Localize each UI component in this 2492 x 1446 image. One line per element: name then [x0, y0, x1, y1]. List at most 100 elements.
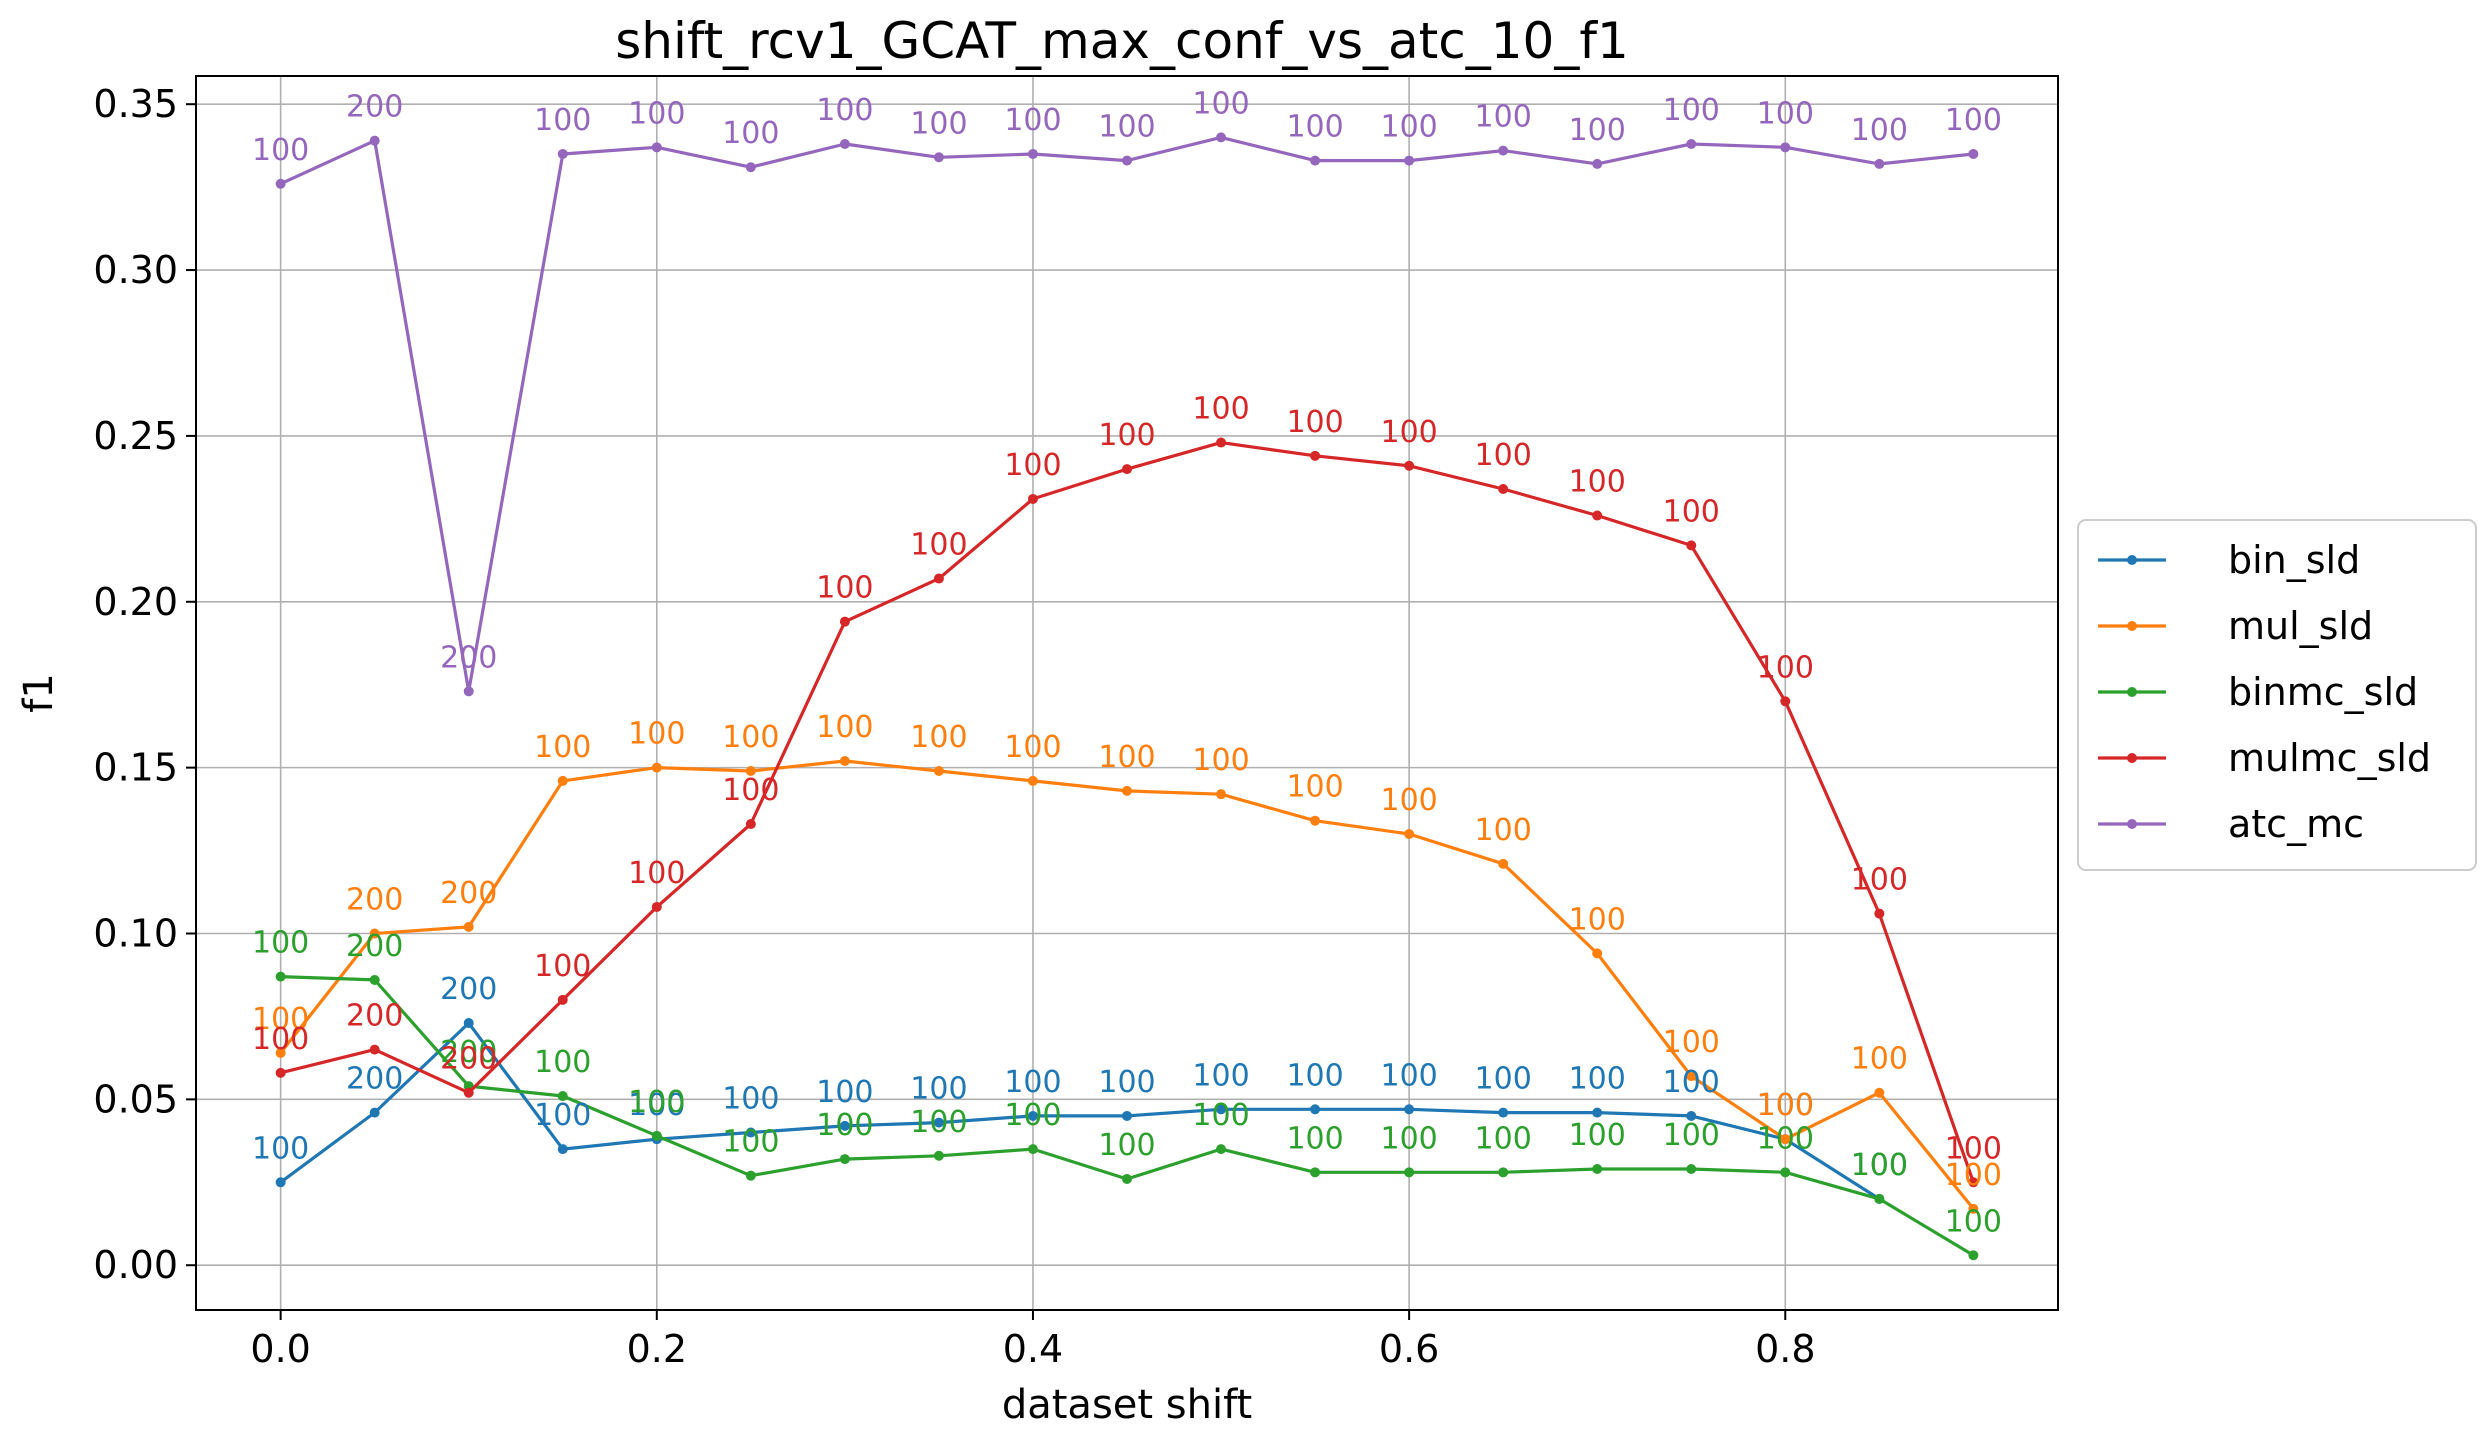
- data-point-binmc_sld: [839, 1154, 850, 1165]
- data-point-mulmc_sld: [1498, 483, 1509, 494]
- data-label-bin_sld: 100: [252, 1131, 309, 1166]
- data-label-atc_mc: 100: [1757, 96, 1814, 131]
- data-label-bin_sld: 100: [1475, 1062, 1532, 1097]
- data-label-bin_sld: 200: [440, 972, 497, 1007]
- data-label-atc_mc: 100: [1192, 86, 1249, 121]
- data-label-bin_sld: 100: [910, 1072, 967, 1107]
- data-label-binmc_sld: 100: [722, 1125, 779, 1160]
- data-label-mulmc_sld: 100: [1663, 494, 1720, 529]
- data-point-mul_sld: [933, 765, 944, 776]
- data-point-mul_sld: [557, 775, 568, 786]
- data-point-atc_mc: [1780, 142, 1791, 153]
- data-label-bin_sld: 100: [1004, 1065, 1061, 1100]
- data-label-bin_sld: 100: [722, 1082, 779, 1117]
- data-point-mulmc_sld: [1027, 493, 1038, 504]
- data-point-atc_mc: [1216, 132, 1227, 143]
- data-point-binmc_sld: [369, 974, 380, 985]
- data-label-binmc_sld: 100: [1475, 1121, 1532, 1156]
- data-label-bin_sld: 100: [1757, 1088, 1814, 1123]
- data-label-atc_mc: 100: [1004, 103, 1061, 138]
- x-tick-label: 0.0: [250, 1327, 310, 1371]
- plot-frame: [195, 75, 2059, 1311]
- legend-label: mulmc_sld: [2228, 736, 2431, 780]
- data-point-atc_mc: [1968, 148, 1979, 159]
- data-label-bin_sld: 100: [1286, 1058, 1343, 1093]
- data-point-mulmc_sld: [1404, 460, 1415, 471]
- data-label-binmc_sld: 100: [1192, 1098, 1249, 1133]
- x-tick-label: 0.6: [1379, 1327, 1439, 1371]
- data-label-bin_sld: 100: [1192, 1058, 1249, 1093]
- data-label-binmc_sld: 200: [440, 1035, 497, 1070]
- y-tick-label: 0.15: [93, 746, 178, 790]
- legend-label: bin_sld: [2228, 538, 2360, 582]
- data-label-atc_mc: 200: [346, 90, 403, 125]
- data-label-mul_sld: 100: [1757, 1088, 1814, 1123]
- legend-swatch-marker: [2127, 819, 2137, 829]
- data-label-mul_sld: 100: [1945, 1158, 2002, 1193]
- legend-item-mulmc_sld: mulmc_sld: [2098, 736, 2431, 780]
- data-label-mulmc_sld: 100: [1192, 392, 1249, 427]
- y-tick-label: 0.00: [93, 1243, 178, 1287]
- data-label-mulmc_sld: 100: [1757, 650, 1814, 685]
- data-label-mulmc_sld: 200: [440, 1042, 497, 1077]
- data-point-mulmc_sld: [463, 1087, 474, 1098]
- data-label-atc_mc: 100: [534, 103, 591, 138]
- data-point-binmc_sld: [275, 971, 286, 982]
- data-point-mul_sld: [463, 921, 474, 932]
- legend-box: [2077, 519, 2477, 871]
- data-label-mul_sld: 100: [722, 720, 779, 755]
- data-point-bin_sld: [1498, 1107, 1509, 1118]
- y-tick-label: 0.10: [93, 911, 178, 955]
- x-axis-label: dataset shift: [1002, 1382, 1252, 1428]
- data-label-binmc_sld: 100: [1380, 1121, 1437, 1156]
- data-point-binmc_sld: [1404, 1167, 1415, 1178]
- y-tick-label: 0.30: [93, 248, 178, 292]
- data-label-atc_mc: 100: [1945, 103, 2002, 138]
- data-label-binmc_sld: 100: [252, 926, 309, 961]
- data-point-mulmc_sld: [1216, 437, 1227, 448]
- data-label-bin_sld: 100: [1098, 1065, 1155, 1100]
- data-label-binmc_sld: 100: [534, 1045, 591, 1080]
- data-label-atc_mc: 100: [1286, 110, 1343, 145]
- data-point-mulmc_sld: [1122, 464, 1132, 475]
- data-label-mulmc_sld: 100: [534, 949, 591, 984]
- data-label-bin_sld: 100: [628, 1088, 685, 1123]
- data-point-mulmc_sld: [651, 901, 662, 912]
- data-label-mul_sld: 100: [534, 730, 591, 765]
- data-point-atc_mc: [1874, 158, 1885, 169]
- data-point-atc_mc: [1686, 139, 1697, 150]
- data-point-mulmc_sld: [1686, 540, 1697, 551]
- data-label-mul_sld: 100: [628, 717, 685, 752]
- data-label-mul_sld: 100: [1004, 730, 1061, 765]
- data-point-mul_sld: [275, 1047, 286, 1058]
- y-axis-label: f1: [16, 673, 62, 713]
- data-point-bin_sld: [1404, 1104, 1415, 1115]
- data-label-binmc_sld: 100: [1663, 1118, 1720, 1153]
- legend: bin_sld mul_sld binmc_sld mulmc_sld atc_mc: [2077, 519, 2477, 871]
- data-label-atc_mc: 100: [628, 96, 685, 131]
- data-label-mul_sld: 100: [816, 710, 873, 745]
- x-tick-label: 0.2: [627, 1327, 687, 1371]
- data-label-bin_sld: 100: [816, 1075, 873, 1110]
- data-label-mul_sld: 100: [252, 1002, 309, 1037]
- data-label-binmc_sld: 100: [1004, 1098, 1061, 1133]
- x-tick-label: 0.8: [1755, 1327, 1815, 1371]
- data-point-atc_mc: [1027, 148, 1038, 159]
- data-label-mulmc_sld: 100: [1475, 438, 1532, 473]
- legend-item-bin_sld: bin_sld: [2098, 538, 2360, 582]
- legend-label: atc_mc: [2228, 802, 2364, 846]
- data-label-atc_mc: 200: [440, 640, 497, 675]
- data-label-binmc_sld: 100: [1945, 1204, 2002, 1239]
- data-point-mulmc_sld: [745, 819, 756, 830]
- data-point-mul_sld: [1874, 1087, 1885, 1098]
- series-mul_sld: [275, 756, 1979, 1214]
- data-point-mulmc_sld: [839, 616, 850, 627]
- data-label-binmc_sld: 100: [816, 1108, 873, 1143]
- data-label-mulmc_sld: 100: [910, 528, 967, 563]
- data-label-atc_mc: 100: [1663, 93, 1720, 128]
- legend-swatch-marker: [2127, 687, 2137, 697]
- y-tick-label: 0.20: [93, 580, 178, 624]
- data-label-binmc_sld: 200: [346, 929, 403, 964]
- data-label-mul_sld: 100: [1380, 783, 1437, 818]
- data-point-binmc_sld: [1874, 1193, 1885, 1204]
